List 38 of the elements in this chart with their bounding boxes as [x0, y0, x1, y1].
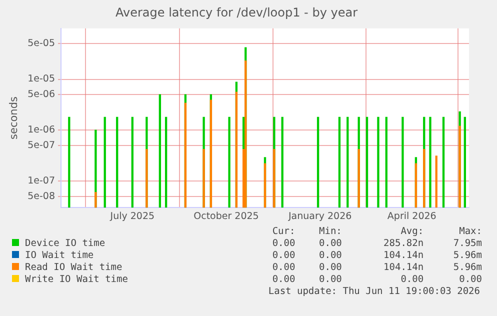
chart-title: Average latency for /dev/loop1 - by year — [115, 5, 358, 20]
text: 104.14n — [382, 250, 424, 262]
text: 0.00 — [458, 274, 482, 286]
text: 5.96m — [452, 262, 482, 274]
text: 0.00 — [271, 250, 296, 262]
text: 7.95m — [452, 238, 482, 250]
text: 0.00 — [318, 262, 342, 274]
text: 5.96m — [452, 250, 482, 262]
legend-label: Write IO Wait time — [24, 274, 129, 286]
text: 0.00 — [318, 250, 342, 262]
y-tick-label: 5e-08 — [28, 190, 56, 202]
y-axis-title: seconds — [8, 96, 20, 140]
x-tick-label: October 2025 — [194, 210, 259, 222]
legend-label: IO Wait time — [24, 250, 95, 262]
legend-label: Device IO time — [24, 238, 106, 250]
y-tick-label: 1e-05 — [28, 74, 56, 85]
text: 285.82n — [382, 238, 424, 250]
text: Last update: Thu Jun 11 19:00:03 2026 — [267, 286, 481, 297]
x-tick-label: April 2026 — [387, 210, 436, 222]
text: Avg: — [400, 226, 424, 238]
legend-label: Read IO Wait time — [24, 262, 124, 274]
text: 104.14n — [382, 262, 424, 274]
y-tick-label: 5e-05 — [28, 38, 56, 50]
text: Max: — [458, 226, 482, 238]
y-tick-label: 1e-07 — [28, 175, 56, 186]
text: Min: — [318, 226, 342, 238]
text: 0.00 — [271, 262, 296, 274]
x-tick-label: January 2026 — [287, 210, 352, 222]
text: Cur: — [271, 226, 296, 238]
text: 0.00 — [400, 274, 424, 286]
text: 0.00 — [271, 238, 296, 250]
y-tick-label: 5e-06 — [28, 89, 56, 100]
text: 0.00 — [271, 274, 296, 286]
y-tick-label: 1e-06 — [28, 124, 56, 136]
text: 0.00 — [318, 274, 342, 286]
x-tick-label: July 2025 — [109, 210, 155, 222]
text: 0.00 — [318, 238, 342, 250]
y-tick-label: 5e-07 — [28, 140, 56, 151]
